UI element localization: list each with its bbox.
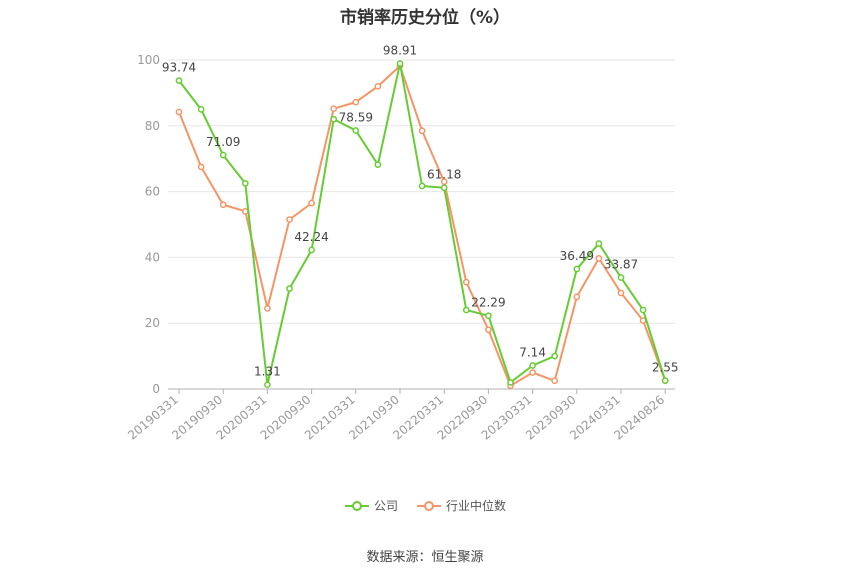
data-point-industry — [352, 98, 360, 106]
data-point-industry — [175, 108, 183, 116]
data-point-company — [661, 377, 669, 384]
data-point-company — [551, 352, 559, 360]
legend-company-icon — [344, 500, 369, 511]
legend-industry-icon — [417, 500, 441, 511]
y-tick-label: 20 — [145, 316, 160, 330]
data-point-industry — [573, 293, 581, 301]
data-point-industry — [551, 377, 559, 385]
data-point-company — [462, 306, 470, 314]
data-label-layer: 93.74 71.09 1.31 42.24 78.59 98.91 61.18 22.29 7… — [162, 44, 679, 379]
data-label: 78.59 — [339, 110, 373, 124]
y-tick-label: 80 — [145, 119, 160, 133]
data-label: 1.31 — [254, 365, 281, 379]
data-point-industry — [595, 255, 603, 262]
data-point-company — [374, 161, 382, 168]
data-label: 71.09 — [206, 135, 240, 149]
legend-item-industry[interactable]: 行业中位数 — [416, 497, 506, 514]
data-point-company — [617, 274, 625, 281]
data-point-company — [197, 106, 205, 113]
grid-layer — [168, 59, 675, 324]
data-point-industry — [219, 201, 227, 209]
data-point-industry — [374, 82, 382, 90]
y-tick-label: 100 — [137, 53, 160, 67]
data-point-company — [529, 362, 536, 369]
data-label: 33.87 — [604, 258, 638, 272]
legend-company-label: 公司 — [373, 499, 398, 513]
data-label: 2.55 — [652, 361, 679, 375]
data-label: 93.74 — [162, 61, 196, 75]
data-point-company — [308, 246, 315, 254]
data-point-company — [241, 180, 249, 187]
data-label: 7.14 — [519, 346, 546, 360]
data-label: 22.29 — [471, 296, 505, 310]
series-line-industry — [178, 64, 667, 387]
data-point-company — [264, 381, 271, 389]
data-point-company — [219, 151, 227, 159]
data-point-industry — [197, 163, 205, 171]
data-point-industry — [617, 289, 625, 297]
series-layer — [175, 60, 669, 390]
data-label: 42.24 — [294, 230, 328, 244]
y-tick-label: 40 — [145, 250, 160, 264]
data-point-company — [440, 184, 448, 192]
data-point-industry — [440, 178, 448, 186]
data-point-company — [573, 265, 581, 273]
data-point-company — [286, 285, 293, 293]
data-label: 98.91 — [383, 44, 417, 58]
data-point-industry — [418, 127, 426, 135]
data-point-company — [507, 379, 514, 386]
source-note: 数据来源：恒生聚源 — [366, 550, 484, 565]
chart-title: 市销率历史分位（%） — [339, 8, 511, 28]
data-point-industry — [485, 326, 492, 334]
y-tick-label: 0 — [152, 382, 160, 396]
legend: 公司 行业中位数 — [0, 497, 850, 514]
data-point-company — [595, 240, 603, 247]
data-label: 61.18 — [427, 168, 461, 182]
y-tick-label: 60 — [145, 185, 160, 199]
data-point-industry — [462, 278, 470, 286]
data-point-company — [485, 312, 492, 320]
legend-industry-label: 行业中位数 — [446, 499, 507, 513]
data-point-company — [639, 306, 647, 314]
data-point-industry — [330, 105, 338, 113]
axis-layer: 0204060801002019033120190930202003312020… — [125, 53, 675, 443]
data-point-industry — [308, 199, 315, 207]
legend-item-company[interactable]: 公司 — [344, 497, 398, 514]
data-point-company — [175, 77, 183, 84]
data-label: 36.49 — [560, 249, 594, 263]
data-point-company — [330, 115, 338, 123]
data-point-company — [396, 60, 404, 67]
data-point-industry — [286, 216, 293, 223]
data-point-industry — [264, 305, 271, 312]
data-point-company — [418, 182, 426, 190]
data-point-industry — [241, 207, 249, 215]
data-point-company — [352, 127, 360, 134]
series-line-company — [178, 62, 667, 386]
data-point-industry — [529, 369, 536, 376]
